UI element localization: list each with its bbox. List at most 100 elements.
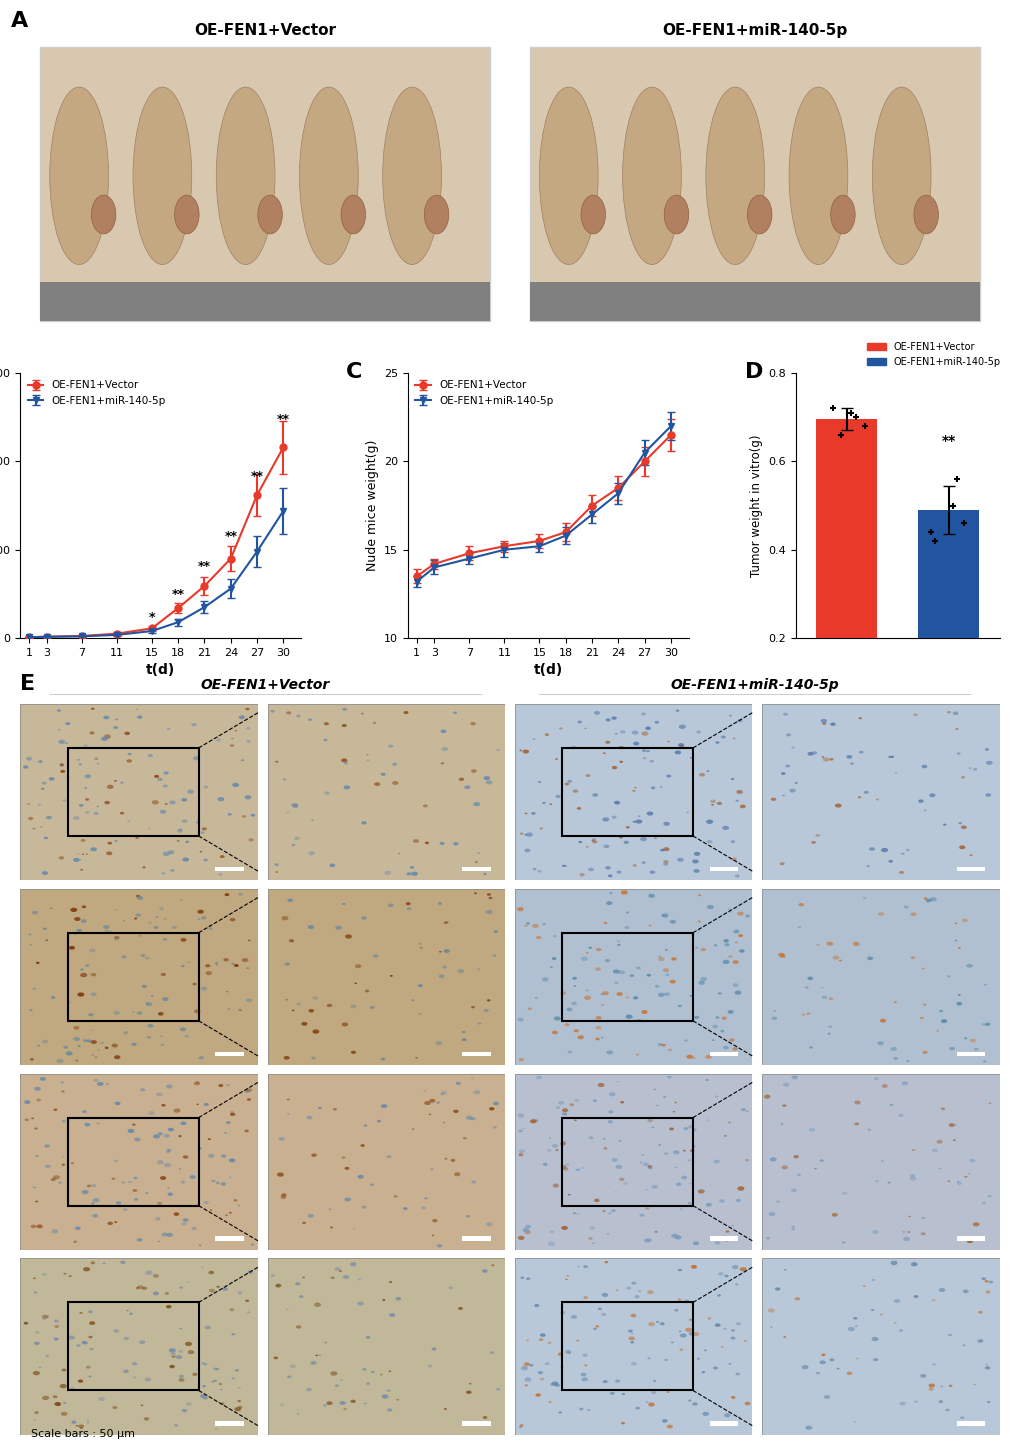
Ellipse shape	[526, 1278, 530, 1279]
Ellipse shape	[156, 916, 158, 917]
Ellipse shape	[213, 1368, 218, 1371]
Ellipse shape	[92, 1030, 94, 1032]
Ellipse shape	[191, 723, 197, 726]
Ellipse shape	[36, 1155, 39, 1158]
Ellipse shape	[68, 946, 74, 949]
Ellipse shape	[457, 969, 464, 974]
Ellipse shape	[223, 958, 228, 961]
Ellipse shape	[894, 772, 897, 774]
Ellipse shape	[661, 1419, 667, 1423]
Ellipse shape	[647, 1403, 654, 1407]
Ellipse shape	[912, 713, 917, 716]
Ellipse shape	[560, 1165, 566, 1169]
Ellipse shape	[41, 788, 45, 790]
Ellipse shape	[329, 1226, 333, 1229]
Ellipse shape	[738, 935, 742, 938]
Ellipse shape	[380, 1374, 382, 1375]
Ellipse shape	[160, 1177, 166, 1179]
Ellipse shape	[731, 1395, 735, 1398]
Ellipse shape	[332, 1108, 336, 1110]
Text: D: D	[744, 362, 762, 383]
Ellipse shape	[890, 1048, 896, 1051]
Ellipse shape	[157, 1132, 163, 1136]
Ellipse shape	[645, 1188, 647, 1190]
Ellipse shape	[37, 1045, 40, 1046]
Ellipse shape	[202, 827, 207, 830]
Ellipse shape	[440, 729, 446, 733]
Ellipse shape	[301, 1022, 307, 1026]
Ellipse shape	[54, 1403, 61, 1406]
Ellipse shape	[555, 796, 560, 798]
Ellipse shape	[613, 982, 618, 984]
Ellipse shape	[82, 1340, 88, 1345]
Ellipse shape	[91, 972, 96, 977]
Ellipse shape	[488, 897, 492, 900]
Ellipse shape	[583, 1297, 587, 1298]
Ellipse shape	[701, 1371, 704, 1374]
Ellipse shape	[78, 859, 82, 861]
Ellipse shape	[339, 1401, 345, 1406]
Ellipse shape	[164, 1293, 169, 1295]
Ellipse shape	[353, 1229, 356, 1230]
Ellipse shape	[393, 1195, 397, 1198]
Ellipse shape	[692, 1242, 698, 1245]
Ellipse shape	[40, 826, 43, 827]
Ellipse shape	[728, 955, 732, 958]
Ellipse shape	[231, 1333, 235, 1336]
Ellipse shape	[65, 742, 67, 743]
Ellipse shape	[204, 1364, 207, 1365]
Ellipse shape	[340, 758, 347, 762]
Ellipse shape	[605, 719, 610, 722]
Ellipse shape	[201, 1362, 205, 1365]
Ellipse shape	[482, 1269, 487, 1272]
Ellipse shape	[382, 87, 441, 265]
Ellipse shape	[635, 1407, 639, 1410]
Ellipse shape	[666, 1075, 672, 1078]
Ellipse shape	[31, 1224, 37, 1229]
Ellipse shape	[611, 816, 616, 819]
Ellipse shape	[522, 1227, 529, 1232]
Ellipse shape	[547, 1401, 551, 1403]
Ellipse shape	[639, 1162, 642, 1164]
Ellipse shape	[81, 869, 83, 871]
Ellipse shape	[208, 1137, 211, 1140]
Ellipse shape	[233, 1200, 237, 1201]
Ellipse shape	[94, 1078, 99, 1082]
Ellipse shape	[517, 1017, 523, 1022]
Legend: OE-FEN1+Vector, OE-FEN1+miR-140-5p: OE-FEN1+Vector, OE-FEN1+miR-140-5p	[413, 378, 555, 407]
Ellipse shape	[386, 1390, 390, 1392]
Ellipse shape	[704, 1055, 711, 1059]
Ellipse shape	[78, 764, 82, 765]
Ellipse shape	[440, 1093, 443, 1095]
Ellipse shape	[985, 761, 991, 765]
Text: **: **	[941, 435, 955, 448]
Ellipse shape	[42, 781, 47, 785]
Ellipse shape	[621, 890, 628, 894]
Ellipse shape	[608, 1093, 614, 1097]
Ellipse shape	[476, 968, 479, 971]
Ellipse shape	[74, 917, 81, 922]
Ellipse shape	[639, 1214, 644, 1217]
Ellipse shape	[957, 948, 960, 949]
Ellipse shape	[646, 811, 653, 816]
Ellipse shape	[287, 898, 292, 903]
Ellipse shape	[388, 1313, 394, 1317]
Ellipse shape	[805, 1426, 811, 1430]
Ellipse shape	[282, 778, 285, 781]
Ellipse shape	[910, 956, 914, 959]
Ellipse shape	[101, 1042, 104, 1045]
Ellipse shape	[438, 975, 444, 978]
Ellipse shape	[721, 959, 729, 964]
Ellipse shape	[862, 897, 865, 898]
Ellipse shape	[37, 1224, 43, 1229]
Ellipse shape	[921, 1051, 926, 1053]
Ellipse shape	[731, 1224, 734, 1227]
Ellipse shape	[59, 1384, 66, 1388]
Ellipse shape	[142, 1287, 147, 1290]
Ellipse shape	[581, 1378, 588, 1381]
Ellipse shape	[169, 800, 175, 804]
Ellipse shape	[720, 1346, 722, 1348]
Ellipse shape	[559, 991, 566, 995]
Ellipse shape	[288, 939, 293, 942]
Ellipse shape	[646, 974, 650, 977]
